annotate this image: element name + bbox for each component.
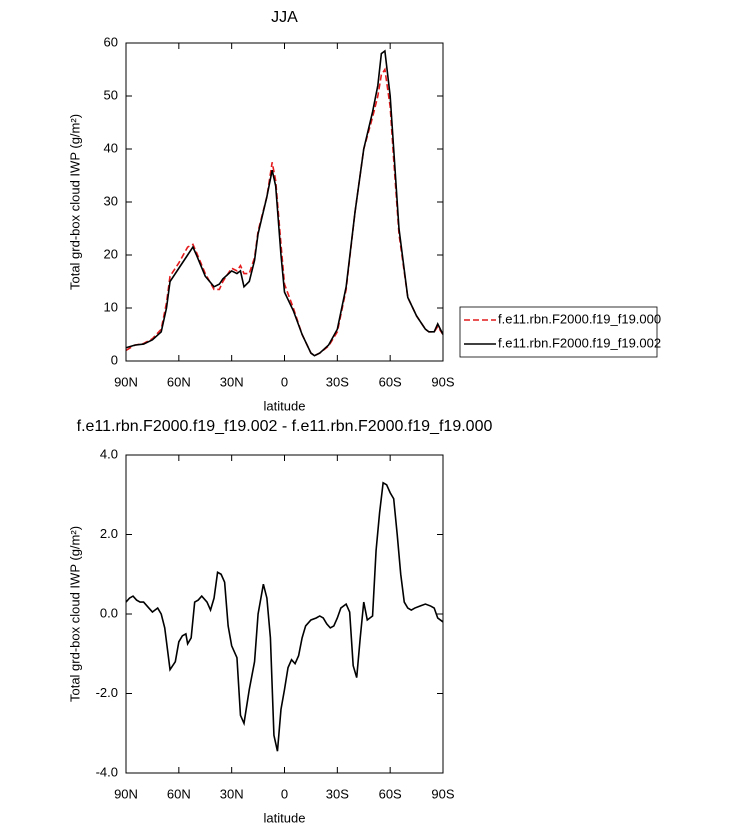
data-line	[125, 49, 444, 357]
x-tick-label: 0	[281, 786, 288, 801]
legend-label: f.e11.rbn.F2000.f19_f19.002	[498, 335, 661, 350]
x-tick-label: 30S	[326, 786, 349, 801]
x-tick-label: 90N	[114, 786, 138, 801]
x-tick-label: 60S	[379, 786, 402, 801]
y-tick-label: 50	[104, 87, 118, 102]
y-tick-label: 0.0	[100, 605, 118, 620]
y-tick-label: 20	[104, 246, 118, 261]
x-tick-label: 90S	[431, 786, 454, 801]
y-tick-label: 2.0	[100, 526, 118, 541]
y-tick-label: 4.0	[100, 446, 118, 461]
y-tick-label: -2.0	[96, 685, 118, 700]
x-tick-label: 60N	[167, 374, 191, 389]
x-tick-label: 60S	[379, 374, 402, 389]
x-tick-label: 30S	[326, 374, 349, 389]
x-tick-label: 90N	[114, 374, 138, 389]
y-tick-label: -4.0	[96, 764, 118, 779]
y-tick-label: 10	[104, 299, 118, 314]
y-tick-label: 30	[104, 193, 118, 208]
x-tick-label: 60N	[167, 786, 191, 801]
x-tick-label: 30N	[220, 786, 244, 801]
legend-box	[459, 306, 658, 358]
legend-label: f.e11.rbn.F2000.f19_f19.000	[498, 311, 661, 326]
x-tick-label: 90S	[431, 374, 454, 389]
y-axis-label: Total grd-box cloud IWP (g/m²)	[67, 526, 82, 702]
x-tick-label: 0	[281, 374, 288, 389]
x-tick-label: 30N	[220, 374, 244, 389]
data-line	[125, 481, 444, 752]
chart-title: JJA	[271, 9, 298, 26]
plot-frame	[125, 42, 444, 362]
y-tick-label: 60	[104, 34, 118, 49]
chart-title: f.e11.rbn.F2000.f19_f19.002 - f.e11.rbn.…	[77, 418, 493, 435]
y-tick-label: 40	[104, 140, 118, 155]
x-axis-label: latitude	[264, 398, 306, 413]
plot-frame	[125, 454, 444, 774]
y-axis-label: Total grd-box cloud IWP (g/m²)	[67, 114, 82, 290]
x-axis-label: latitude	[264, 810, 306, 825]
data-line	[125, 67, 444, 357]
y-tick-label: 0	[111, 352, 118, 367]
